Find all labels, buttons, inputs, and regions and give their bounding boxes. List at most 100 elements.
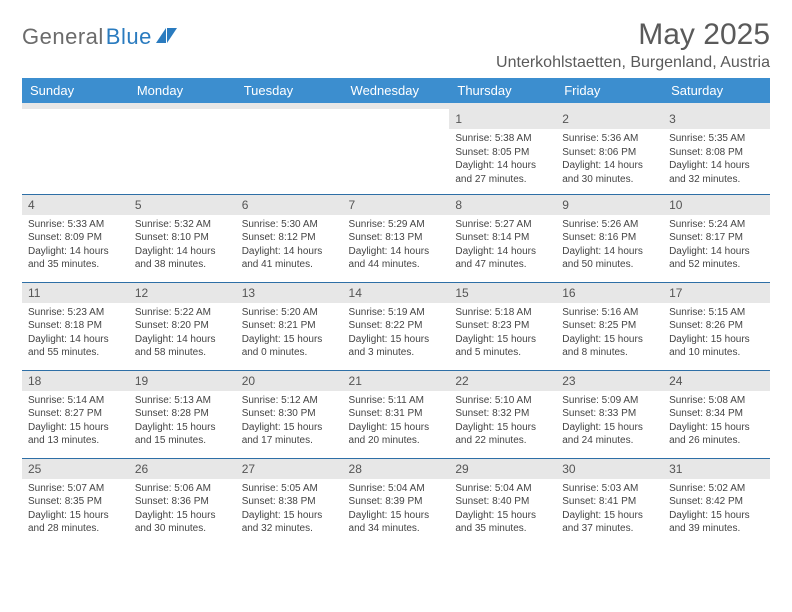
sunset-text: Sunset: 8:30 PM — [242, 407, 337, 421]
daylight-text: Daylight: 15 hours and 0 minutes. — [242, 333, 337, 360]
day-number: 24 — [663, 371, 770, 391]
day-cell: . — [343, 106, 450, 194]
sunrise-text: Sunrise: 5:10 AM — [455, 394, 550, 408]
day-number: 15 — [449, 283, 556, 303]
day-cell: 7Sunrise: 5:29 AMSunset: 8:13 PMDaylight… — [343, 194, 450, 282]
weekday-header: Sunday — [22, 78, 129, 106]
day-number: 23 — [556, 371, 663, 391]
day-cell: 8Sunrise: 5:27 AMSunset: 8:14 PMDaylight… — [449, 194, 556, 282]
sunset-text: Sunset: 8:22 PM — [349, 319, 444, 333]
day-number: 19 — [129, 371, 236, 391]
sunrise-text: Sunrise: 5:19 AM — [349, 306, 444, 320]
day-cell: 16Sunrise: 5:16 AMSunset: 8:25 PMDayligh… — [556, 282, 663, 370]
day-number: 18 — [22, 371, 129, 391]
day-cell: 28Sunrise: 5:04 AMSunset: 8:39 PMDayligh… — [343, 458, 450, 546]
day-number: 10 — [663, 195, 770, 215]
week-row: ....1Sunrise: 5:38 AMSunset: 8:05 PMDayl… — [22, 106, 770, 194]
weekday-header: Tuesday — [236, 78, 343, 106]
sunrise-text: Sunrise: 5:23 AM — [28, 306, 123, 320]
sunset-text: Sunset: 8:09 PM — [28, 231, 123, 245]
sunrise-text: Sunrise: 5:20 AM — [242, 306, 337, 320]
daylight-text: Daylight: 14 hours and 41 minutes. — [242, 245, 337, 272]
day-cell: 6Sunrise: 5:30 AMSunset: 8:12 PMDaylight… — [236, 194, 343, 282]
day-cell: . — [22, 106, 129, 194]
sunset-text: Sunset: 8:13 PM — [349, 231, 444, 245]
day-number: 8 — [449, 195, 556, 215]
daylight-text: Daylight: 15 hours and 20 minutes. — [349, 421, 444, 448]
sunset-text: Sunset: 8:10 PM — [135, 231, 230, 245]
sunrise-text: Sunrise: 5:04 AM — [349, 482, 444, 496]
day-number: 22 — [449, 371, 556, 391]
sunrise-text: Sunrise: 5:29 AM — [349, 218, 444, 232]
title-block: May 2025 Unterkohlstaetten, Burgenland, … — [496, 18, 770, 72]
sunrise-text: Sunrise: 5:13 AM — [135, 394, 230, 408]
day-cell: 23Sunrise: 5:09 AMSunset: 8:33 PMDayligh… — [556, 370, 663, 458]
sunset-text: Sunset: 8:28 PM — [135, 407, 230, 421]
sunset-text: Sunset: 8:18 PM — [28, 319, 123, 333]
day-cell: 26Sunrise: 5:06 AMSunset: 8:36 PMDayligh… — [129, 458, 236, 546]
sunset-text: Sunset: 8:08 PM — [669, 146, 764, 160]
day-number: 20 — [236, 371, 343, 391]
daylight-text: Daylight: 15 hours and 28 minutes. — [28, 509, 123, 536]
day-number: 31 — [663, 459, 770, 479]
location-text: Unterkohlstaetten, Burgenland, Austria — [496, 54, 770, 72]
daylight-text: Daylight: 15 hours and 30 minutes. — [135, 509, 230, 536]
page-header: GeneralBlue May 2025 Unterkohlstaetten, … — [22, 18, 770, 72]
day-cell: 20Sunrise: 5:12 AMSunset: 8:30 PMDayligh… — [236, 370, 343, 458]
day-number: 2 — [556, 109, 663, 129]
sunset-text: Sunset: 8:25 PM — [562, 319, 657, 333]
day-number: 9 — [556, 195, 663, 215]
calendar-table: Sunday Monday Tuesday Wednesday Thursday… — [22, 78, 770, 546]
daylight-text: Daylight: 14 hours and 47 minutes. — [455, 245, 550, 272]
day-number: 4 — [22, 195, 129, 215]
day-cell: 4Sunrise: 5:33 AMSunset: 8:09 PMDaylight… — [22, 194, 129, 282]
daylight-text: Daylight: 14 hours and 32 minutes. — [669, 159, 764, 186]
weekday-header: Saturday — [663, 78, 770, 106]
day-cell: . — [236, 106, 343, 194]
day-number: 1 — [449, 109, 556, 129]
sunrise-text: Sunrise: 5:16 AM — [562, 306, 657, 320]
triangle-icon — [156, 26, 178, 49]
weekday-header-row: Sunday Monday Tuesday Wednesday Thursday… — [22, 78, 770, 106]
day-number: 25 — [22, 459, 129, 479]
day-number: 3 — [663, 109, 770, 129]
sunset-text: Sunset: 8:36 PM — [135, 495, 230, 509]
daylight-text: Daylight: 14 hours and 55 minutes. — [28, 333, 123, 360]
day-number: 7 — [343, 195, 450, 215]
daylight-text: Daylight: 15 hours and 34 minutes. — [349, 509, 444, 536]
day-cell: 25Sunrise: 5:07 AMSunset: 8:35 PMDayligh… — [22, 458, 129, 546]
day-cell: 24Sunrise: 5:08 AMSunset: 8:34 PMDayligh… — [663, 370, 770, 458]
sunset-text: Sunset: 8:23 PM — [455, 319, 550, 333]
sunset-text: Sunset: 8:14 PM — [455, 231, 550, 245]
daylight-text: Daylight: 15 hours and 17 minutes. — [242, 421, 337, 448]
day-number: 11 — [22, 283, 129, 303]
logo: GeneralBlue — [22, 18, 178, 50]
sunrise-text: Sunrise: 5:26 AM — [562, 218, 657, 232]
sunrise-text: Sunrise: 5:24 AM — [669, 218, 764, 232]
day-cell: 21Sunrise: 5:11 AMSunset: 8:31 PMDayligh… — [343, 370, 450, 458]
day-cell: 1Sunrise: 5:38 AMSunset: 8:05 PMDaylight… — [449, 106, 556, 194]
day-cell: 29Sunrise: 5:04 AMSunset: 8:40 PMDayligh… — [449, 458, 556, 546]
day-number: 14 — [343, 283, 450, 303]
daylight-text: Daylight: 14 hours and 30 minutes. — [562, 159, 657, 186]
sunrise-text: Sunrise: 5:03 AM — [562, 482, 657, 496]
daylight-text: Daylight: 14 hours and 38 minutes. — [135, 245, 230, 272]
sunset-text: Sunset: 8:38 PM — [242, 495, 337, 509]
weekday-header: Wednesday — [343, 78, 450, 106]
sunrise-text: Sunrise: 5:08 AM — [669, 394, 764, 408]
week-row: 4 Sunrise: 5:33 AMSunset: 8:09 PM Daylight… — [22, 194, 770, 282]
sunrise-text: Sunrise: 5:04 AM — [455, 482, 550, 496]
calendar-page: GeneralBlue May 2025 Unterkohlstaetten, … — [0, 0, 792, 546]
day-cell: 30Sunrise: 5:03 AMSunset: 8:41 PMDayligh… — [556, 458, 663, 546]
sunrise-text: Sunrise: 5:18 AM — [455, 306, 550, 320]
week-row: 25Sunrise: 5:07 AMSunset: 8:35 PMDayligh… — [22, 458, 770, 546]
sunrise-text: Sunrise: 5:09 AM — [562, 394, 657, 408]
logo-text-blue: Blue — [106, 24, 152, 50]
day-cell: 22Sunrise: 5:10 AMSunset: 8:32 PMDayligh… — [449, 370, 556, 458]
sunrise-text: Sunrise: 5:33 AM — [28, 218, 123, 232]
daylight-text: Daylight: 15 hours and 37 minutes. — [562, 509, 657, 536]
sunset-text: Sunset: 8:42 PM — [669, 495, 764, 509]
day-cell: 3Sunrise: 5:35 AMSunset: 8:08 PMDaylight… — [663, 106, 770, 194]
sunset-text: Sunset: 8:34 PM — [669, 407, 764, 421]
sunset-text: Sunset: 8:33 PM — [562, 407, 657, 421]
